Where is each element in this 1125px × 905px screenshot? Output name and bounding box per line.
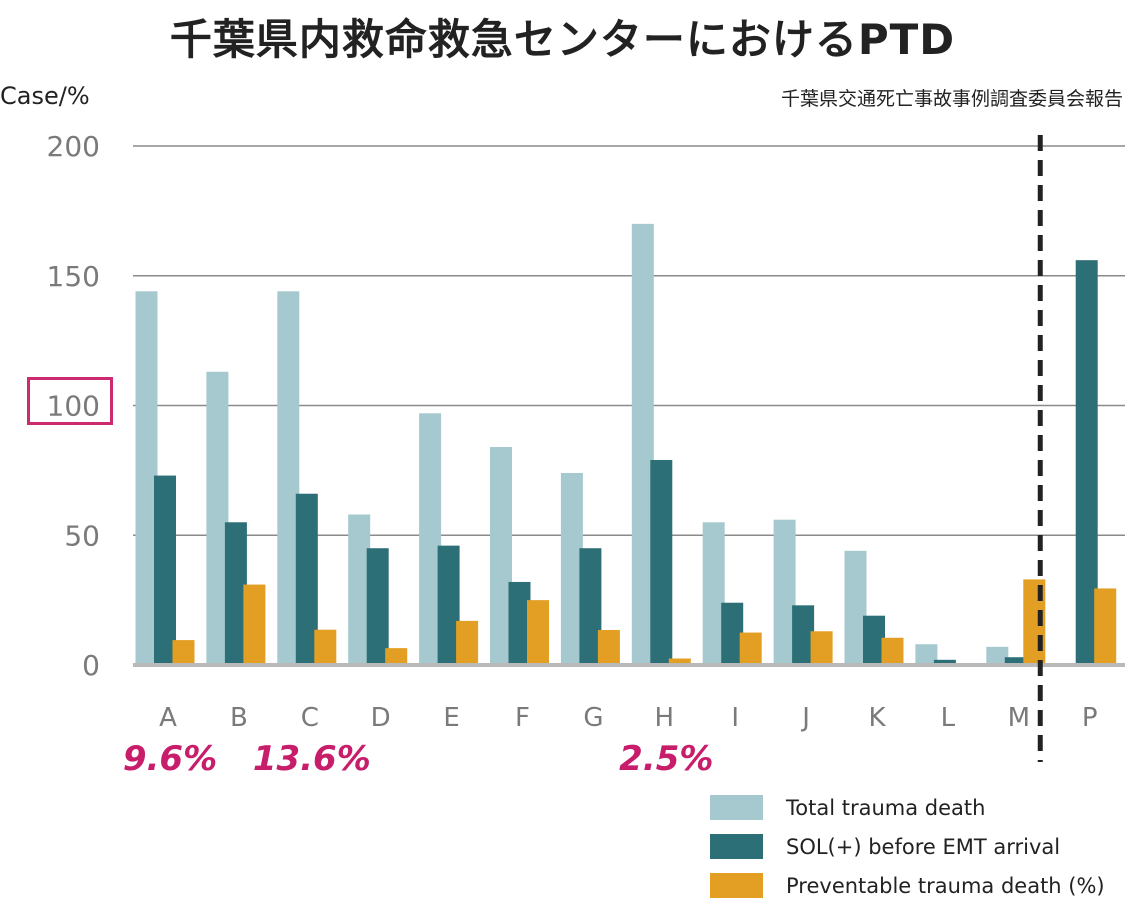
x-tick-label-E: E <box>443 703 459 733</box>
annotation-H: 2.5% <box>619 739 713 779</box>
bar-M-series1 <box>986 646 1009 665</box>
bar-K-series1 <box>844 550 867 665</box>
legend-label-sol: SOL(+) before EMT arrival <box>786 834 1061 859</box>
bar-B-series1 <box>206 371 229 665</box>
legend-label-total: Total trauma death <box>786 795 986 820</box>
bar-I-series2 <box>721 602 744 665</box>
annotation-C: 13.6% <box>253 739 371 779</box>
bar-K-series3 <box>881 637 904 665</box>
bar-M-series2 <box>1004 657 1027 665</box>
bar-A-series3 <box>172 640 195 665</box>
bar-J-series1 <box>773 519 796 665</box>
x-tick-label-C: C <box>301 703 319 733</box>
y-tick-label-200: 200 <box>47 130 100 163</box>
bar-A-series2 <box>154 475 176 665</box>
bar-G-series1 <box>560 472 583 665</box>
bar-D-series3 <box>385 648 408 665</box>
legend-item-total: Total trauma death <box>710 788 1105 827</box>
bar-C-series1 <box>277 291 300 665</box>
bar-H-series2 <box>650 459 673 665</box>
chart-title: 千葉県内救命救急センターにおけるPTD <box>169 15 956 64</box>
bar-P-series3 <box>1094 588 1117 665</box>
highlight-box-100 <box>27 377 113 425</box>
x-tick-label-A: A <box>159 703 177 733</box>
x-tick-label-I: I <box>731 703 739 733</box>
bar-A-series1 <box>135 291 158 665</box>
bar-F-series1 <box>490 447 512 665</box>
x-tick-label-L: L <box>941 703 956 733</box>
legend-swatch-ptd <box>710 873 763 898</box>
legend: Total trauma death SOL(+) before EMT arr… <box>710 788 1105 905</box>
legend-item-ptd: Preventable trauma death (%) <box>710 866 1105 905</box>
y-tick-label-50: 50 <box>64 519 100 552</box>
bar-D-series1 <box>348 514 371 665</box>
source-note: 千葉県交通死亡事故事例調査委員会報告 <box>780 88 1123 110</box>
bar-H-series1 <box>631 223 654 665</box>
y-tick-label-0: 0 <box>82 649 100 682</box>
bar-E-series1 <box>419 413 442 665</box>
legend-swatch-sol <box>710 834 763 859</box>
bar-J-series3 <box>810 631 833 665</box>
bar-H-series3 <box>668 658 691 665</box>
x-tick-label-K: K <box>868 703 886 733</box>
bar-K-series2 <box>863 615 885 665</box>
x-tick-label-P: P <box>1082 703 1098 733</box>
bar-I-series3 <box>739 632 762 665</box>
bar-P-series2 <box>1075 260 1098 665</box>
y-axis-label: Case/% <box>0 82 90 110</box>
y-tick-label-100: 100 <box>47 390 100 423</box>
x-tick-label-G: G <box>583 703 603 733</box>
bar-G-series2 <box>579 548 602 665</box>
bar-B-series3 <box>243 584 266 665</box>
y-tick-label-150: 150 <box>47 260 100 293</box>
bar-C-series2 <box>295 493 318 665</box>
bar-D-series2 <box>366 548 389 665</box>
bar-J-series2 <box>792 605 815 665</box>
x-tick-label-M: M <box>1008 703 1030 733</box>
bar-L-series1 <box>915 644 938 665</box>
legend-swatch-total <box>710 795 763 820</box>
bar-I-series1 <box>702 522 725 665</box>
bar-F-series3 <box>527 600 549 665</box>
x-tick-label-D: D <box>371 703 391 733</box>
bar-C-series3 <box>314 629 337 665</box>
x-tick-label-F: F <box>515 703 530 733</box>
annotation-A: 9.6% <box>123 739 217 779</box>
x-tick-label-J: J <box>800 703 810 733</box>
bar-B-series2 <box>224 522 247 665</box>
x-tick-label-H: H <box>655 703 675 733</box>
bar-E-series3 <box>456 620 479 665</box>
bar-E-series2 <box>437 545 460 665</box>
legend-label-ptd: Preventable trauma death (%) <box>786 873 1105 898</box>
bar-L-series2 <box>933 659 956 665</box>
legend-item-sol: SOL(+) before EMT arrival <box>710 827 1105 866</box>
bar-F-series2 <box>508 581 531 665</box>
bar-G-series3 <box>597 629 620 665</box>
x-tick-label-B: B <box>230 703 248 733</box>
